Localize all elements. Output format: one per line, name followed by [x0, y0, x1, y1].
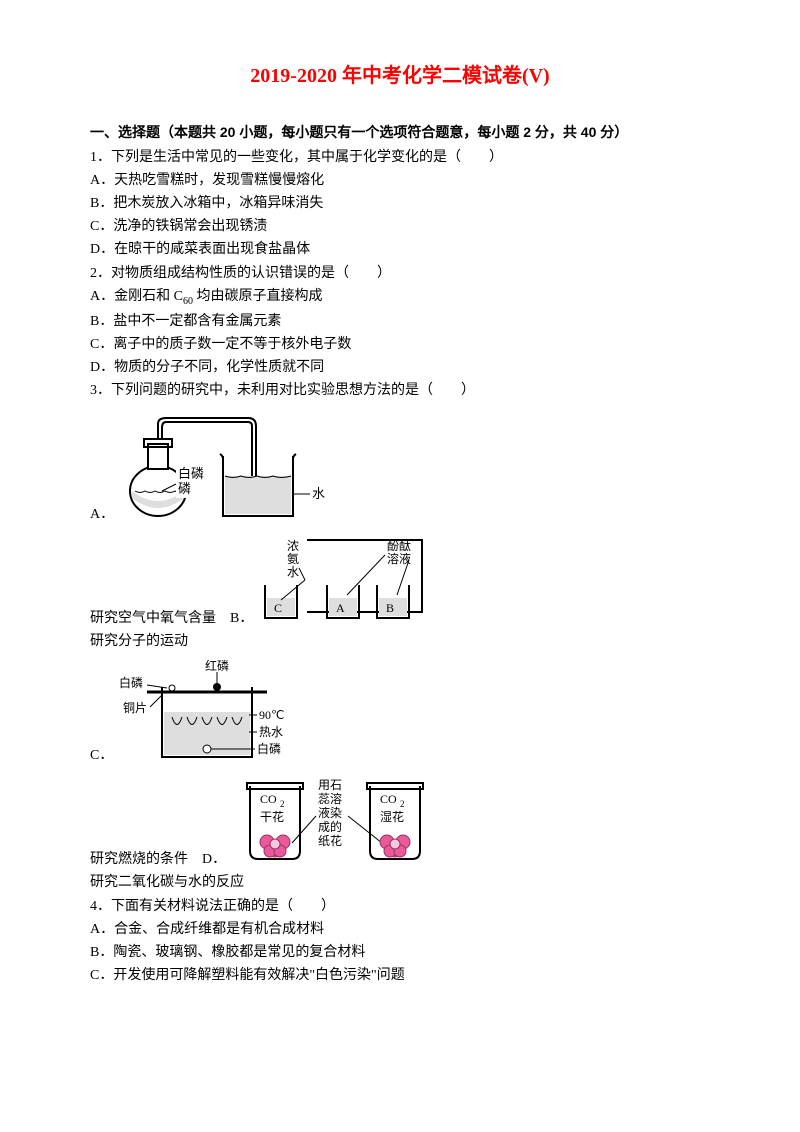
svg-text:成的: 成的	[318, 819, 342, 834]
svg-text:铜片: 铜片	[123, 700, 147, 715]
svg-text:浓: 浓	[287, 539, 299, 553]
svg-text:2: 2	[280, 799, 285, 809]
svg-text:C: C	[274, 601, 282, 615]
svg-text:用石: 用石	[318, 778, 342, 792]
q3-fig-b: C A B 浓 氨 水 酚酞 溶液	[257, 530, 457, 630]
q3-fig-c: 红磷 白磷 铜片 白磷 90℃ 热水	[117, 657, 317, 767]
q4-opt-a: A．合金、合成纤维都是有机合成材料	[90, 918, 710, 941]
svg-text:干花: 干花	[260, 809, 284, 824]
svg-text:酚酞: 酚酞	[387, 538, 411, 553]
q2-opt-a: A．金刚石和 C60 均由碳原子直接构成	[90, 285, 710, 310]
q2-opt-c: C．离子中的质子数一定不等于核外电子数	[90, 333, 710, 356]
q2-a-sub: 60	[183, 295, 193, 306]
q2-a-pre: A．金刚石和 C	[90, 289, 183, 304]
q2-opt-b: B．盐中不一定都含有金属元素	[90, 310, 710, 333]
q4-stem: 4．下面有关材料说法正确的是（ ）	[90, 895, 710, 918]
svg-text:白磷: 白磷	[178, 466, 204, 481]
svg-text:90℃: 90℃	[259, 708, 284, 722]
svg-text:A: A	[336, 601, 345, 615]
svg-text:白磷: 白磷	[119, 675, 143, 690]
q3-cap-c: 研究燃烧的条件	[90, 852, 188, 867]
svg-text:B: B	[386, 601, 394, 615]
section-heading: 一、选择题（本题共 20 小题，每小题只有一个选项符合题意，每小题 2 分，共 …	[90, 121, 710, 144]
q3-label-b: B．	[230, 611, 253, 626]
q3-label-a: A．	[90, 503, 114, 526]
q1-opt-c: C．洗净的铁锅常会出现锈渍	[90, 215, 710, 238]
q3-fig-a-row: A． 白磷 磷 水	[90, 406, 710, 526]
svg-text:CO: CO	[260, 792, 277, 806]
svg-text:水: 水	[312, 486, 325, 501]
q3-caption-c-d: 研究燃烧的条件 D． CO2 干花 用石 蕊溶 液染 成的 纸花 CO2 湿花	[90, 771, 710, 871]
q1-stem: 1．下列是生活中常见的一些变化，其中属于化学变化的是（ ）	[90, 146, 710, 169]
q2-opt-d: D．物质的分子不同，化学性质就不同	[90, 356, 710, 379]
svg-text:纸花: 纸花	[318, 833, 342, 848]
q3-caption-a-b: 研究空气中氧气含量 B． C A B 浓 氨 水 酚酞 溶液	[90, 530, 710, 630]
q3-fig-c-row: C． 红磷 白磷 铜片 白磷 90℃ 热水	[90, 657, 710, 767]
svg-text:蕊溶: 蕊溶	[318, 791, 342, 806]
svg-text:热水: 热水	[259, 725, 283, 739]
q2-a-post: 均由碳原子直接构成	[193, 289, 323, 304]
q2-stem: 2．对物质组成结构性质的认识错误的是（ ）	[90, 262, 710, 285]
svg-text:2: 2	[400, 799, 405, 809]
svg-text:CO: CO	[380, 792, 397, 806]
q3-fig-d: CO2 干花 用石 蕊溶 液染 成的 纸花 CO2 湿花	[230, 771, 470, 871]
q3-cap-b: 研究分子的运动	[90, 630, 710, 653]
q1-opt-a: A．天热吃雪糕时，发现雪糕慢慢熔化	[90, 169, 710, 192]
q4-opt-b: B．陶瓷、玻璃钢、橡胶都是常见的复合材料	[90, 941, 710, 964]
q3-label-c: C．	[90, 744, 113, 767]
svg-text:磷: 磷	[178, 481, 191, 496]
q3-cap-d: 研究二氧化碳与水的反应	[90, 871, 710, 894]
svg-text:湿花: 湿花	[380, 809, 404, 824]
q4-opt-c: C．开发使用可降解塑料能有效解决"白色污染"问题	[90, 964, 710, 987]
q3-label-d: D．	[202, 852, 226, 867]
svg-text:氨: 氨	[287, 552, 299, 566]
q3-fig-a: 白磷 磷 水	[118, 406, 338, 526]
svg-text:白磷: 白磷	[257, 741, 281, 756]
svg-text:水: 水	[287, 565, 299, 579]
svg-text:红磷: 红磷	[205, 658, 229, 673]
q1-opt-d: D．在晾干的咸菜表面出现食盐晶体	[90, 238, 710, 261]
q3-cap-a: 研究空气中氧气含量	[90, 611, 216, 626]
q3-stem: 3．下列问题的研究中，未利用对比实验思想方法的是（ ）	[90, 379, 710, 402]
q1-opt-b: B．把木炭放入冰箱中，冰箱异味消失	[90, 192, 710, 215]
page-title: 2019-2020 年中考化学二模试卷(V)	[90, 60, 710, 93]
svg-text:液染: 液染	[318, 805, 342, 820]
